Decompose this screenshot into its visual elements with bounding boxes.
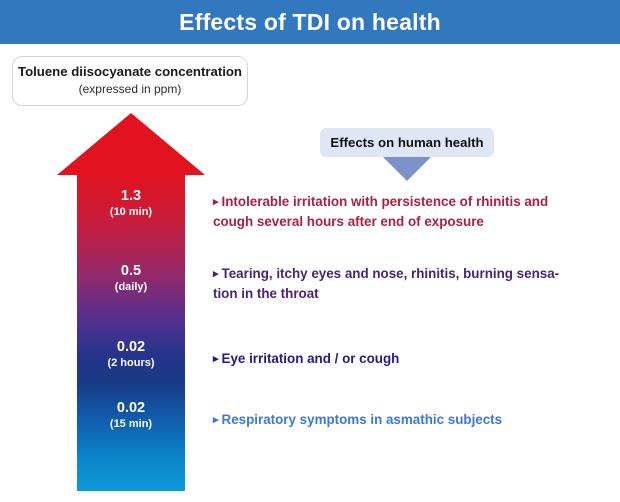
- bullet-triangle-icon-2: ▸: [213, 268, 219, 280]
- arrow-level-1-duration: (daily): [114, 281, 148, 293]
- arrow-level-2: 0.02 (2 hours): [77, 339, 185, 370]
- arrow-level-0-duration: (10 min): [109, 206, 153, 218]
- page-title: Effects of TDI on health: [179, 9, 441, 35]
- arrow-head-icon: [57, 113, 205, 175]
- effect-row-1: ▸ Intolerable irritation with persistence…: [213, 192, 595, 231]
- effect-row-4: ▸ Respiratory symptoms in asmathic subjec…: [213, 410, 595, 430]
- arrow-level-3: 0.02 (15 min): [77, 400, 185, 431]
- arrow-level-1: 0.5 (daily): [77, 263, 185, 294]
- effects-header-pill: Effects on human health: [320, 128, 494, 157]
- concentration-arrow: 1.3 (10 min) 0.5 (daily) 0.02 (2 hours) …: [57, 113, 205, 491]
- effect-text-1-line1: Intolerable irritation with persistence …: [221, 194, 549, 209]
- effect-text-2-line2: tion in the throat: [213, 286, 319, 301]
- effect-row-2: ▸ Tearing, itchy eyes and nose, rhinitis,…: [213, 264, 595, 303]
- concentration-legend-subtitle: (expressed in ppm): [78, 82, 182, 96]
- arrow-level-3-value: 0.02: [116, 400, 146, 416]
- arrow-level-3-duration: (15 min): [109, 418, 153, 430]
- arrow-level-1-value: 0.5: [120, 263, 142, 279]
- arrow-level-2-value: 0.02: [116, 339, 146, 355]
- bullet-triangle-icon-1: ▸: [213, 196, 219, 208]
- effect-text-3-line1: Eye irritation and / or cough: [221, 351, 400, 366]
- arrow-level-2-duration: (2 hours): [107, 357, 155, 369]
- effect-text-2-line1: Tearing, itchy eyes and nose, rhinitis, …: [221, 266, 560, 281]
- header-bar: [0, 0, 620, 44]
- effect-text-1-line2: cough several hours after end of exposur…: [213, 214, 484, 229]
- effect-text-4-line1: Respiratory symptoms in asmathic subject…: [221, 412, 503, 427]
- bullet-triangle-icon-4: ▸: [213, 414, 219, 426]
- chevron-down-icon: [383, 157, 431, 181]
- effects-header-label: Effects on human health: [330, 135, 484, 150]
- bullet-triangle-icon-3: ▸: [213, 353, 219, 365]
- effect-row-3: ▸ Eye irritation and / or cough: [213, 349, 595, 369]
- concentration-legend-title: Toluene diisocyanate concentration: [18, 64, 242, 79]
- arrow-level-0: 1.3 (10 min): [77, 188, 185, 219]
- arrow-level-0-value: 1.3: [120, 188, 142, 204]
- arrow-shaft: [77, 174, 185, 491]
- concentration-legend-box: Toluene diisocyanate concentration (expr…: [12, 56, 248, 106]
